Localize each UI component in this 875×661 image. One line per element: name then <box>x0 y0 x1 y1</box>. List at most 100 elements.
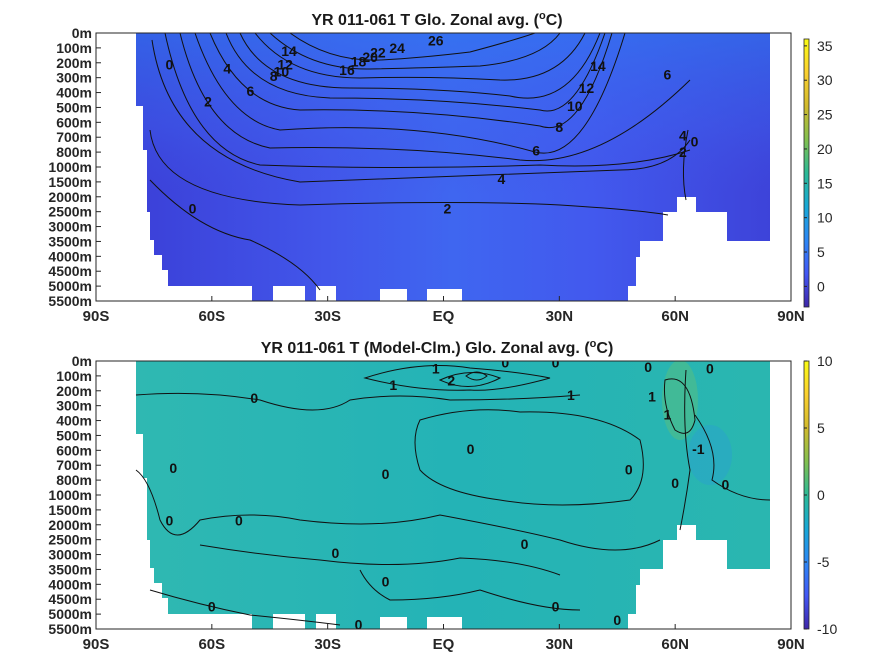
y-tick-label: 5500m <box>48 293 92 309</box>
contour-label: 8 <box>555 119 563 135</box>
y-tick-label: 100m <box>56 368 92 384</box>
colorbar-tick-label: 35 <box>817 38 833 54</box>
y-tick-label: 2000m <box>48 517 92 533</box>
y-tick-label: 5500m <box>48 621 92 637</box>
contour-label: 0 <box>235 512 243 528</box>
contour-label: 0 <box>691 134 699 150</box>
y-tick-label: 1500m <box>48 502 92 518</box>
contour-label: 6 <box>664 67 672 83</box>
x-tick-label: 60S <box>198 636 225 653</box>
contour-label: 0 <box>625 462 633 478</box>
contour-label: 16 <box>339 62 355 78</box>
contour-label: 10 <box>567 98 583 114</box>
contour-label: 0 <box>721 477 729 493</box>
y-tick-label: 500m <box>56 427 92 443</box>
panel-temperature-bias: YR 011-061 T (Model-Clm.) Glo. Zonal avg… <box>48 338 837 653</box>
y-tick-label: 0m <box>72 25 92 41</box>
colorbar-tick-label: -5 <box>817 554 830 570</box>
y-tick-label: 0m <box>72 353 92 369</box>
y-tick-label: 4500m <box>48 263 92 279</box>
y-tick-label: 4000m <box>48 248 92 264</box>
panel-1-title: YR 011-061 T Glo. Zonal avg. (oC) <box>311 10 562 29</box>
x-tick-label: 30N <box>546 636 574 653</box>
panel-temperature: YR 011-061 T Glo. Zonal avg. (oC) 26 <box>48 10 833 325</box>
y-tick-label: 3000m <box>48 547 92 563</box>
contour-label: 0 <box>355 617 363 633</box>
x-tick-label: 90N <box>777 308 805 325</box>
panel-1-colorbar: 0 5 10 15 20 25 30 35 <box>803 38 833 308</box>
y-tick-label: 2500m <box>48 204 92 220</box>
y-tick-label: 200m <box>56 383 92 399</box>
colorbar-tick-label: 25 <box>817 107 833 123</box>
x-tick-label: 30N <box>546 308 574 325</box>
x-tick-label: 30S <box>314 308 341 325</box>
contour-label: 1 <box>389 377 397 393</box>
contour-label: 12 <box>277 56 293 72</box>
colorbar-tick-label: 5 <box>817 244 825 260</box>
contour-label: 12 <box>579 80 595 96</box>
x-tick-label: EQ <box>433 308 455 325</box>
contour-label: 18 <box>351 53 367 69</box>
contour-label: 0 <box>189 201 197 217</box>
contour-label: -1 <box>692 441 705 457</box>
contour-label: 0 <box>521 536 529 552</box>
y-tick-label: 4000m <box>48 576 92 592</box>
panel-2-colorbar: 10 5 0 -5 -10 <box>803 353 837 637</box>
y-tick-label: 300m <box>56 70 92 86</box>
y-tick-label: 500m <box>56 99 92 115</box>
colorbar-tick-label: 0 <box>817 487 825 503</box>
contour-label: 24 <box>389 40 405 56</box>
contour-label: 22 <box>370 44 386 60</box>
colorbar-tick-label: 15 <box>817 175 833 191</box>
panel-1-contours <box>149 33 691 291</box>
colorbar-tick-label: 0 <box>817 278 825 294</box>
x-tick-label: 60N <box>661 636 689 653</box>
contour-label: 1 <box>432 360 440 376</box>
contour-label: 2 <box>679 144 687 160</box>
contour-label: 10 <box>274 64 290 80</box>
y-tick-label: 400m <box>56 85 92 101</box>
y-tick-label: 300m <box>56 398 92 414</box>
contour-label: 14 <box>281 43 297 59</box>
contour-label: 0 <box>250 390 258 406</box>
contour-label: 4 <box>223 61 231 77</box>
contour-label: 2 <box>443 201 451 217</box>
y-tick-label: 2000m <box>48 189 92 205</box>
y-tick-label: 800m <box>56 472 92 488</box>
y-tick-label: 600m <box>56 442 92 458</box>
contour-label: 0 <box>382 466 390 482</box>
y-tick-label: 600m <box>56 114 92 130</box>
contour-label: 1 <box>567 387 575 403</box>
y-tick-label: 5000m <box>48 278 92 294</box>
contour-label: 6 <box>532 143 540 159</box>
y-tick-label: 1500m <box>48 174 92 190</box>
y-tick-label: 1000m <box>48 159 92 175</box>
contour-label: 0 <box>165 56 173 72</box>
y-tick-label: 400m <box>56 413 92 429</box>
contour-label: 1 <box>664 407 672 423</box>
y-tick-label: 2500m <box>48 532 92 548</box>
contour-label: 14 <box>590 58 606 74</box>
y-tick-label: 100m <box>56 40 92 56</box>
y-tick-label: 200m <box>56 55 92 71</box>
contour-label: 26 <box>428 32 444 48</box>
colorbar-tick-label: -10 <box>817 621 837 637</box>
contour-label: 0 <box>552 354 560 370</box>
contour-label: 0 <box>208 599 216 615</box>
x-tick-label: 30S <box>314 636 341 653</box>
contour-label: 4 <box>679 128 687 144</box>
x-tick-label: 90S <box>83 308 110 325</box>
panel-2-title: YR 011-061 T (Model-Clm.) Glo. Zonal avg… <box>261 338 614 357</box>
y-tick-label: 4500m <box>48 591 92 607</box>
contour-label: 2 <box>447 372 455 388</box>
y-tick-label: 800m <box>56 144 92 160</box>
contour-label: 0 <box>644 359 652 375</box>
x-tick-label: 90S <box>83 636 110 653</box>
y-tick-label: 3000m <box>48 219 92 235</box>
colorbar-tick-label: 30 <box>817 72 833 88</box>
contour-label: 0 <box>613 612 621 628</box>
contour-label: 0 <box>165 512 173 528</box>
contour-label: 0 <box>331 545 339 561</box>
